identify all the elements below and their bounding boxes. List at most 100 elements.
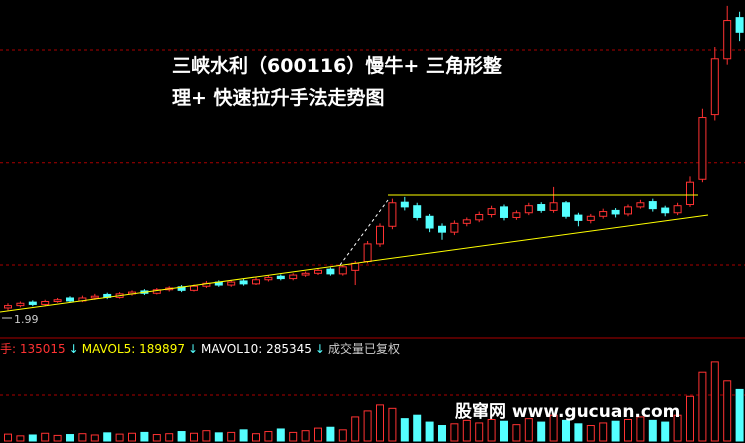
volume-legend: 手: 135015 ↓ MAVOL5: 189897 ↓ MAVOL10: 285345… bbox=[0, 340, 403, 357]
volume-bar bbox=[648, 419, 657, 442]
legend-item: ↓ bbox=[314, 342, 325, 356]
candle-body bbox=[376, 225, 384, 245]
candle-body bbox=[524, 205, 533, 214]
candle-body bbox=[586, 215, 595, 221]
volume-bar bbox=[425, 421, 434, 442]
candle-body bbox=[28, 301, 37, 305]
volume-bar bbox=[413, 414, 422, 442]
candle-body bbox=[698, 117, 707, 180]
legend-item: ↓ bbox=[187, 342, 199, 356]
candle-body bbox=[301, 272, 310, 276]
candle-body bbox=[462, 219, 471, 224]
volume-bar bbox=[661, 421, 670, 442]
candle-body bbox=[152, 289, 161, 294]
candle-body bbox=[41, 301, 50, 305]
volume-bar bbox=[723, 380, 732, 442]
volume-bar bbox=[103, 432, 112, 442]
candle-body bbox=[53, 299, 62, 303]
candle-body bbox=[4, 305, 12, 309]
volume-bar bbox=[202, 430, 211, 442]
candle-body bbox=[549, 202, 558, 211]
volume-bar bbox=[475, 422, 484, 442]
candle-body bbox=[648, 201, 657, 210]
volume-bar bbox=[152, 434, 161, 442]
candle-body bbox=[450, 222, 459, 233]
legend-item: MAVOL5: 189897 bbox=[81, 342, 185, 356]
volume-bar bbox=[338, 429, 347, 442]
candle-body bbox=[673, 205, 682, 214]
volume-bar bbox=[549, 414, 558, 442]
volume-bar bbox=[264, 431, 273, 442]
candle-body bbox=[190, 285, 198, 291]
low-label: 1.99 bbox=[14, 313, 39, 326]
volume-bar bbox=[252, 433, 260, 442]
volume-bar bbox=[363, 410, 372, 442]
legend-item: MAVOL10: 285345 bbox=[201, 342, 312, 356]
volume-bar bbox=[165, 433, 174, 442]
volume-bar bbox=[128, 432, 136, 442]
candle-body bbox=[611, 209, 620, 215]
volume-bar bbox=[562, 419, 570, 442]
candle-body bbox=[425, 215, 434, 229]
candle-body bbox=[227, 281, 236, 286]
volume-bar bbox=[735, 388, 744, 442]
volume-bar bbox=[599, 422, 608, 442]
volume-bar bbox=[388, 407, 397, 442]
candle-body bbox=[363, 243, 372, 263]
candle-body bbox=[735, 17, 744, 33]
candle-body bbox=[388, 202, 397, 227]
volume-bar bbox=[227, 431, 236, 442]
volume-bar bbox=[710, 361, 719, 442]
volume-bar bbox=[28, 434, 37, 442]
candle-body bbox=[500, 206, 508, 218]
volume-bar bbox=[214, 432, 223, 442]
candle-body bbox=[264, 276, 273, 281]
volume-bar bbox=[376, 404, 384, 442]
candle-body bbox=[66, 297, 74, 302]
volume-bar bbox=[636, 416, 645, 442]
volume-bar bbox=[351, 416, 360, 442]
volume-bar bbox=[673, 414, 682, 442]
candle-body bbox=[710, 58, 719, 116]
volume-bar bbox=[611, 420, 620, 442]
volume-bar bbox=[400, 418, 409, 442]
candle-body bbox=[326, 268, 335, 275]
candle-body bbox=[537, 204, 546, 211]
legend-item: 成交量已复权 bbox=[327, 342, 400, 356]
volume-bar bbox=[4, 433, 12, 442]
candle-body bbox=[624, 206, 632, 215]
candle-body bbox=[239, 280, 248, 285]
volume-bar bbox=[90, 434, 99, 442]
watermark: 股窜网 www.gucuan.com bbox=[455, 401, 680, 422]
volume-bar bbox=[115, 433, 124, 442]
breakout-line bbox=[339, 199, 389, 266]
support-line bbox=[0, 214, 709, 313]
volume-bar bbox=[686, 395, 694, 442]
candle-body bbox=[636, 202, 645, 208]
volume-bar bbox=[41, 432, 50, 442]
volume-bar bbox=[177, 431, 186, 442]
candle-body bbox=[574, 214, 583, 221]
candle-body bbox=[338, 266, 347, 275]
volume-bar bbox=[190, 432, 198, 442]
volume-bar bbox=[574, 423, 583, 442]
volume-bar bbox=[512, 424, 521, 442]
volume-bar bbox=[78, 433, 87, 442]
candle-body bbox=[289, 274, 298, 280]
volume-bar bbox=[53, 434, 62, 442]
volume-bar bbox=[239, 429, 248, 442]
volume-bar bbox=[140, 431, 149, 442]
volume-bar bbox=[462, 419, 471, 442]
candle-body bbox=[90, 295, 99, 299]
volume-bar bbox=[16, 435, 25, 442]
candle-body bbox=[723, 20, 732, 60]
candle-body bbox=[599, 211, 608, 217]
candle-body bbox=[252, 279, 260, 285]
volume-bar bbox=[289, 431, 298, 442]
candle-body bbox=[276, 275, 285, 280]
candle-body bbox=[512, 212, 521, 218]
candle-body bbox=[487, 208, 496, 216]
volume-bar bbox=[524, 418, 533, 442]
title-line: 三峡水利（600116）慢牛+ 三角形整 bbox=[172, 54, 502, 77]
